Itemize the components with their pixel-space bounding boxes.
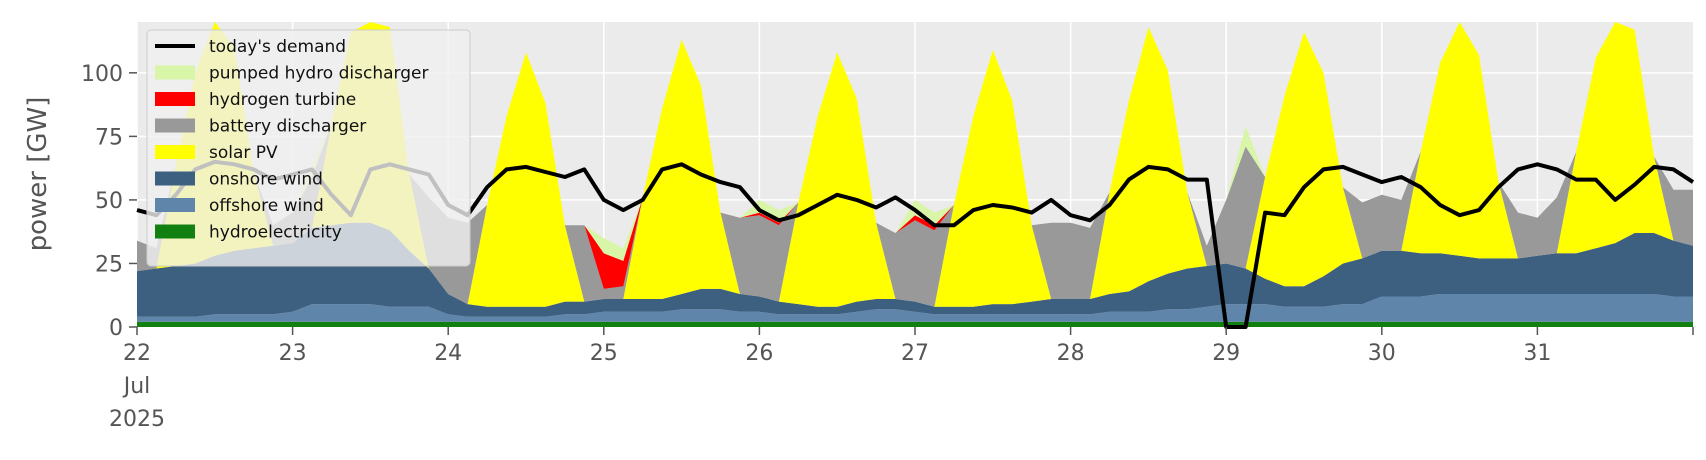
legend-label: onshore wind: [209, 170, 323, 190]
area-offshore-wind: [137, 294, 1693, 322]
legend-swatch: [155, 65, 195, 80]
y-tick-label: 50: [95, 189, 123, 214]
x-tick-label: 25: [590, 341, 618, 366]
legend-label: hydroelectricity: [209, 223, 342, 243]
legend-label: offshore wind: [209, 196, 324, 216]
legend-label: solar PV: [209, 143, 278, 163]
legend-label: battery discharger: [209, 117, 366, 137]
x-tick-label: 24: [434, 341, 462, 366]
x-tick-label: 23: [279, 341, 307, 366]
y-tick-label: 25: [95, 252, 123, 277]
area-pumped-hydro-discharger: [137, 22, 1693, 261]
x-axis: 22 Jul 2025 23 24 25 26 27 28 29 30 31: [109, 327, 1694, 432]
area-solar-pv: [137, 22, 1693, 307]
legend-swatch: [155, 118, 195, 133]
legend-label: hydrogen turbine: [209, 90, 356, 110]
y-axis: 0 25 50 75 100: [81, 62, 137, 341]
area-series: [137, 22, 1693, 327]
legend-swatch: [155, 224, 195, 239]
legend-swatch: [155, 198, 195, 212]
x-tick-label: Jul: [122, 374, 151, 399]
y-axis-label: power [GW]: [23, 97, 53, 252]
x-tick-label: 29: [1212, 341, 1240, 366]
area-hydroelectricity: [137, 321, 1693, 327]
x-tick-label: 27: [901, 341, 929, 366]
x-tick-label: 22: [123, 341, 151, 366]
x-tick-label: 28: [1057, 341, 1085, 366]
legend-swatch: [155, 145, 195, 159]
x-tick-label: 31: [1523, 341, 1551, 366]
legend-swatch: [155, 92, 195, 106]
legend: today's demand pumped hydro discharger hyd…: [146, 29, 471, 267]
x-tick-label: 2025: [109, 407, 165, 432]
x-tick-label: 30: [1368, 341, 1396, 366]
legend-swatch: [155, 171, 195, 186]
legend-label: pumped hydro discharger: [209, 64, 428, 84]
y-tick-label: 0: [109, 316, 123, 341]
y-tick-label: 100: [81, 62, 123, 87]
legend-label: today's demand: [209, 37, 346, 57]
x-tick-label: 26: [745, 341, 773, 366]
y-tick-label: 75: [95, 125, 123, 150]
area-battery-discharger: [137, 22, 1693, 307]
legend-box: [146, 29, 471, 267]
area-onshore-wind: [137, 222, 1693, 317]
